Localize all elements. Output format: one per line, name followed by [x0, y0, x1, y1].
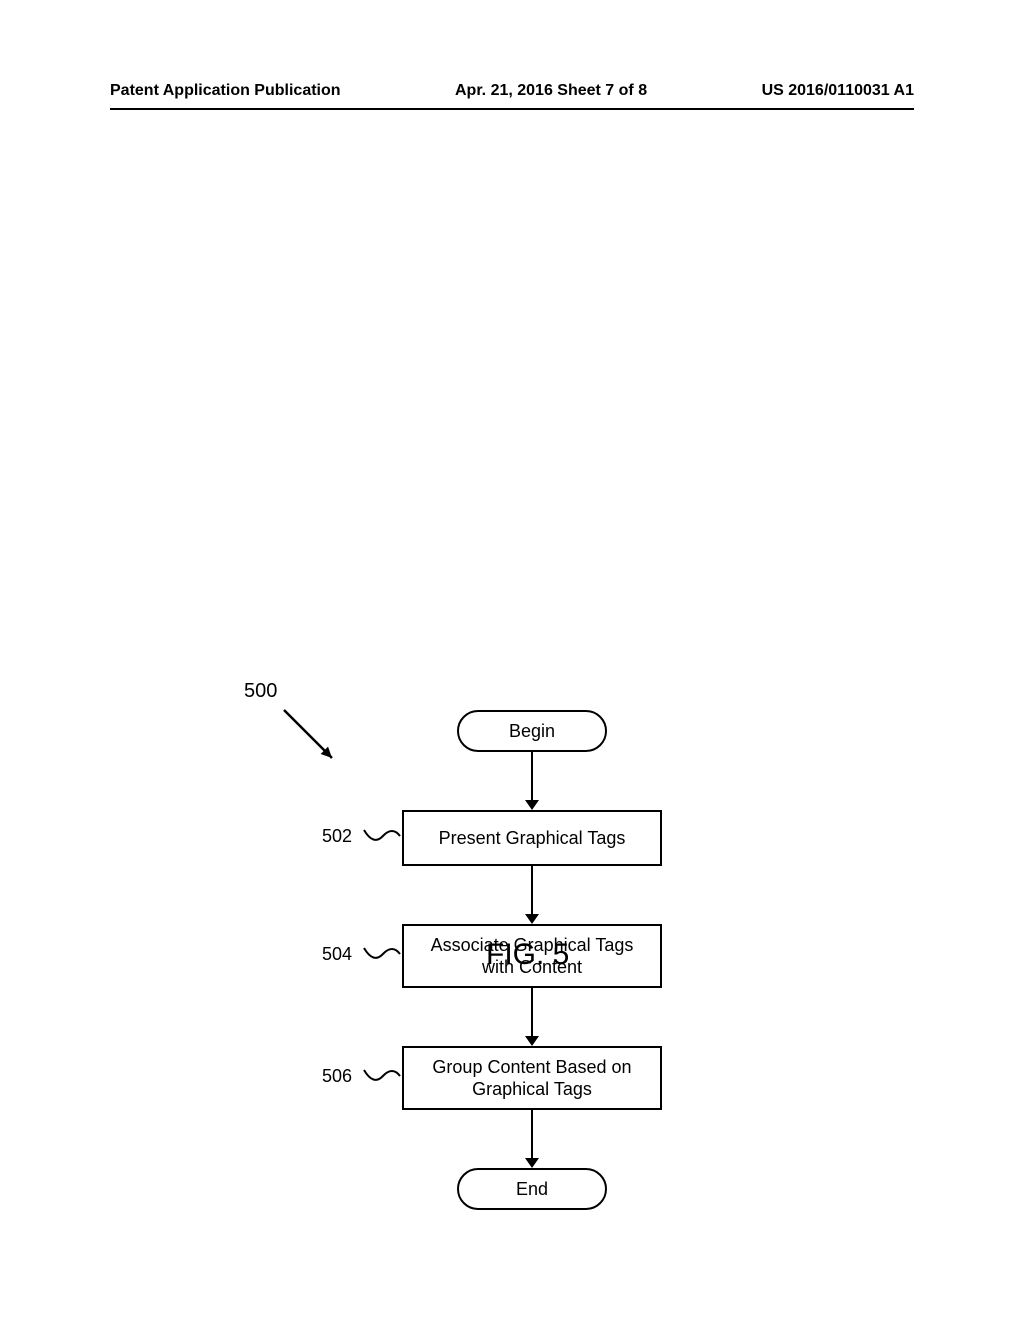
header-center: Apr. 21, 2016 Sheet 7 of 8 [455, 82, 647, 100]
flow-node-end: End [457, 1168, 607, 1210]
ref-label-504: 504 [322, 944, 352, 965]
figure-caption: FIG. 5 [486, 938, 569, 972]
flow-arrow-n2-n3 [520, 988, 544, 1046]
flow-arrow-n1-n2 [520, 866, 544, 924]
flow-arrow-begin-n1 [520, 752, 544, 810]
flowchart-ref-number: 500 [244, 680, 277, 703]
header-left: Patent Application Publication [110, 82, 341, 100]
ref-label-506: 506 [322, 1066, 352, 1087]
header-rule [110, 108, 914, 110]
ref-connector-502 [362, 824, 410, 854]
flow-arrow-n3-end [520, 1110, 544, 1168]
flow-node-begin: Begin [457, 710, 607, 752]
ref-connector-504 [362, 942, 410, 972]
flow-node-n3: Group Content Based on Graphical Tags [402, 1046, 662, 1110]
ref-label-502: 502 [322, 826, 352, 847]
flowchart-ref-arrow [274, 700, 342, 768]
header-right: US 2016/0110031 A1 [762, 82, 914, 100]
ref-connector-506 [362, 1064, 410, 1094]
flow-node-n1: Present Graphical Tags [402, 810, 662, 866]
page-header: Patent Application Publication Apr. 21, … [110, 82, 914, 100]
